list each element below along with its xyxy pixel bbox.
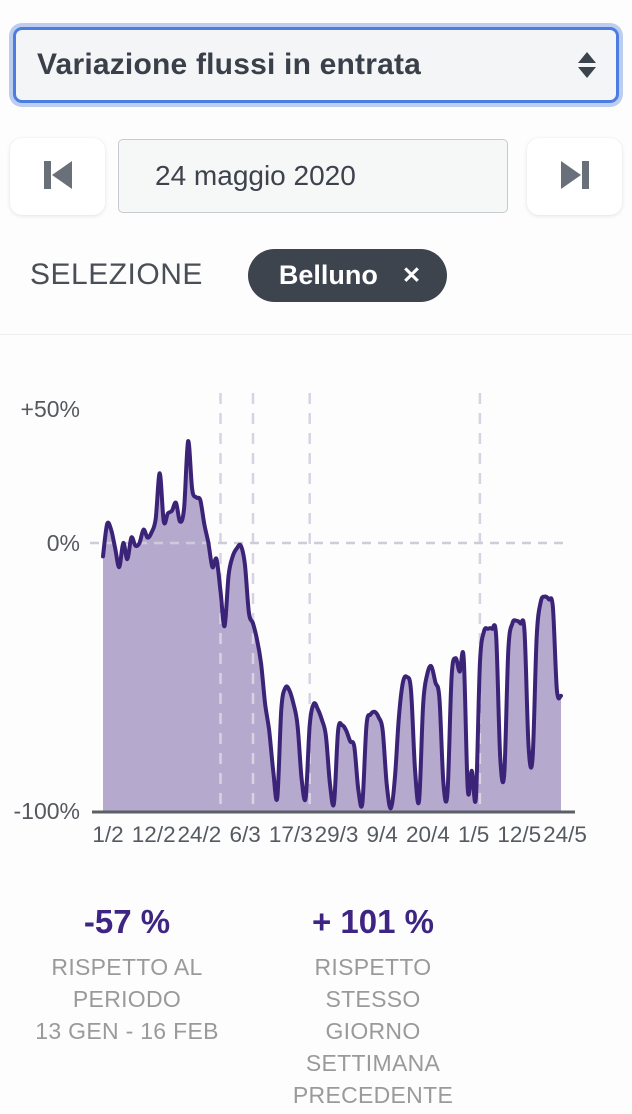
section-divider bbox=[0, 334, 632, 335]
svg-text:12/5: 12/5 bbox=[497, 822, 541, 847]
flow-chart-area: +50% 0% -100% 1/2 12/2 24/2 6/3 17/3 29/3 9/4 20/4… bbox=[0, 336, 632, 860]
svg-text:20/4: 20/4 bbox=[406, 822, 450, 847]
stats-section: -57 % RISPETTO AL PERIODO 13 GEN - 16 FEB … bbox=[27, 902, 473, 1111]
stat-vs-prev-week-value: + 101 % bbox=[311, 903, 434, 940]
y-tick-labels: +50% 0% -100% bbox=[14, 396, 80, 824]
svg-text:+50%: +50% bbox=[21, 396, 80, 422]
svg-text:6/3: 6/3 bbox=[229, 822, 260, 847]
current-date: 24 maggio 2020 bbox=[155, 160, 356, 191]
svg-text:1/5: 1/5 bbox=[458, 822, 489, 847]
svg-text:17/3: 17/3 bbox=[269, 822, 313, 847]
select-updown-icon bbox=[578, 52, 596, 78]
selection-row: SELEZIONE Belluno ✕ bbox=[30, 248, 612, 302]
stat-vs-period-value: -57 % bbox=[83, 903, 171, 940]
chip-remove-icon[interactable]: ✕ bbox=[401, 261, 422, 288]
svg-text:24/2: 24/2 bbox=[178, 822, 222, 847]
selection-label: SELEZIONE bbox=[30, 258, 203, 291]
svg-text:12/2: 12/2 bbox=[132, 822, 176, 847]
data-line bbox=[101, 439, 563, 811]
area-fill bbox=[103, 441, 561, 812]
skip-back-icon bbox=[39, 158, 77, 195]
metric-select[interactable]: Variazione flussi in entrata bbox=[13, 27, 619, 103]
metric-select-value: Variazione flussi in entrata bbox=[37, 48, 422, 81]
stat-vs-prev-week: + 101 % RISPETTO STESSO GIORNO SETTIMANA PR… bbox=[273, 902, 473, 1111]
svg-text:29/3: 29/3 bbox=[315, 822, 359, 847]
svg-text:9/4: 9/4 bbox=[367, 822, 398, 847]
selection-chip: Belluno ✕ bbox=[247, 248, 448, 302]
svg-text:-100%: -100% bbox=[14, 798, 80, 824]
date-field[interactable]: 24 maggio 2020 bbox=[118, 139, 508, 213]
svg-text:24/5: 24/5 bbox=[543, 822, 587, 847]
skip-forward-icon bbox=[556, 158, 594, 195]
prev-day-button[interactable] bbox=[10, 138, 105, 215]
flow-chart: +50% 0% -100% 1/2 12/2 24/2 6/3 17/3 29/3 9/4 20/4… bbox=[14, 393, 587, 847]
next-day-button[interactable] bbox=[527, 138, 622, 215]
svg-text:0%: 0% bbox=[47, 530, 80, 556]
svg-text:1/2: 1/2 bbox=[92, 822, 123, 847]
stat-vs-period-label: RISPETTO AL PERIODO 13 GEN - 16 FEB bbox=[35, 954, 219, 1044]
selection-chip-label: Belluno bbox=[278, 259, 378, 290]
stat-vs-prev-week-label: RISPETTO STESSO GIORNO SETTIMANA PRECEDENTE bbox=[292, 954, 454, 1108]
x-tick-labels: 1/2 12/2 24/2 6/3 17/3 29/3 9/4 20/4 1/5 12/5 24/5 bbox=[92, 822, 587, 847]
stat-vs-period: -57 % RISPETTO AL PERIODO 13 GEN - 16 FEB bbox=[27, 902, 227, 1111]
